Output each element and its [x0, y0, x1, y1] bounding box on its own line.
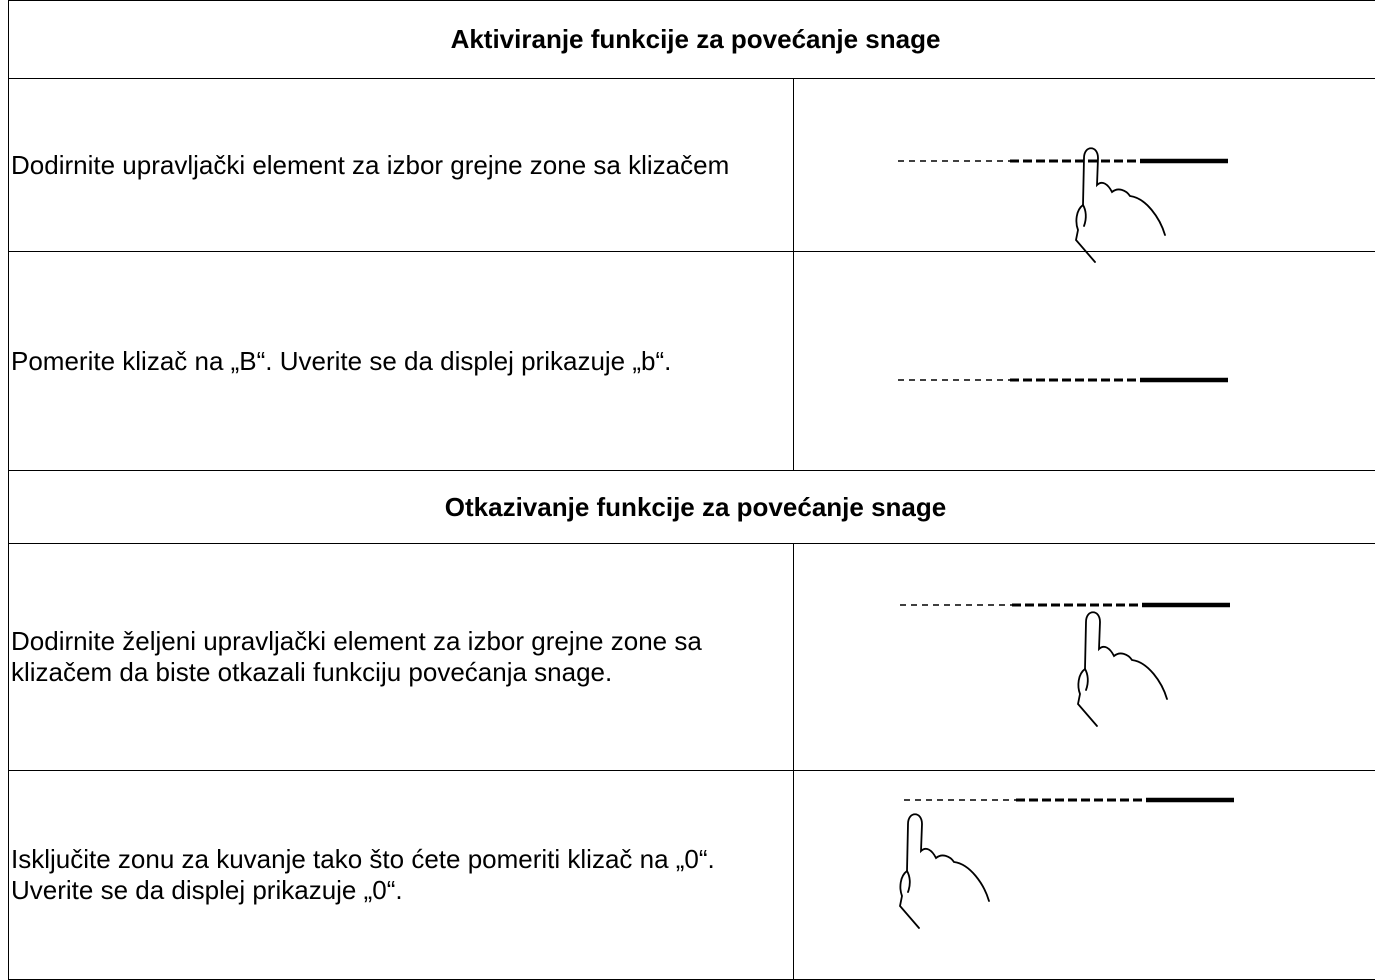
- step-text: Dodirnite upravljački element za izbor g…: [8, 78, 794, 252]
- image-cell: [793, 770, 1375, 980]
- text: Dodirnite željeni upravljački element za…: [11, 626, 702, 687]
- step-text: Pomerite klizač na „B“. Uverite se da di…: [8, 251, 794, 471]
- image-cell: [793, 251, 1375, 471]
- step-text: Isključite zonu za kuvanje tako što ćete…: [8, 770, 794, 980]
- section-header: Aktiviranje funkcije za povećanje snage: [8, 0, 1375, 79]
- text: Dodirnite upravljački element za izbor g…: [11, 149, 730, 180]
- text: Pomerite klizač na „B“. Uverite se da di…: [11, 345, 672, 376]
- section-header: Otkazivanje funkcije za povećanje snage: [8, 470, 1375, 544]
- image-cell: [793, 543, 1375, 771]
- step-text: Dodirnite željeni upravljački element za…: [8, 543, 794, 771]
- image-cell: [793, 78, 1375, 252]
- text: Isključite zonu za kuvanje tako što ćete…: [11, 844, 715, 905]
